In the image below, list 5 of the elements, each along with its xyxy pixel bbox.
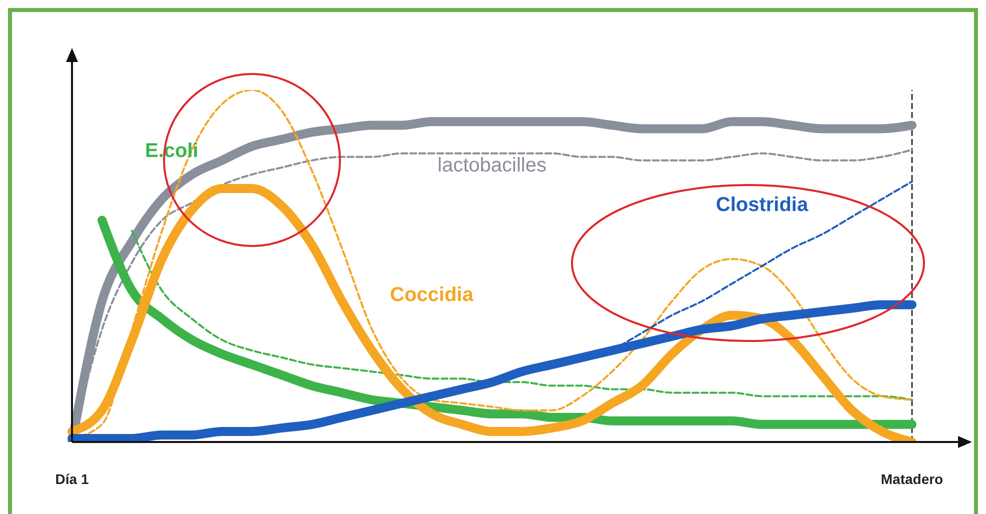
x-tick-label: Día 1 bbox=[55, 470, 89, 487]
series-label: Coccidia bbox=[390, 284, 474, 306]
series-label: lactobacilles bbox=[438, 154, 546, 177]
text: Clostridia bbox=[716, 194, 809, 216]
x-tick-label: Matadero bbox=[880, 470, 944, 487]
